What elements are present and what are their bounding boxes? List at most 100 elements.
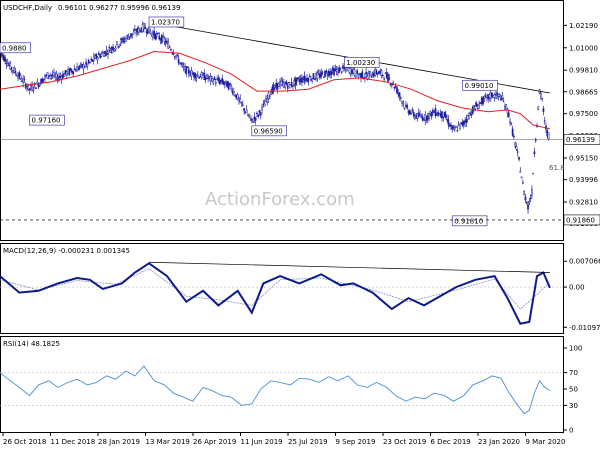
- current-price-box: [563, 134, 600, 145]
- macd-panel-frame: [0, 243, 564, 334]
- candle-body: [252, 121, 254, 123]
- candle-body: [267, 92, 270, 99]
- candle-body: [208, 76, 211, 78]
- candle-body: [161, 35, 163, 43]
- candle-body: [384, 72, 387, 74]
- candle-body: [388, 77, 391, 80]
- candle-body: [153, 30, 156, 37]
- candle-body: [222, 81, 225, 85]
- macd-tick-label: 0.007066: [569, 258, 600, 266]
- candle-body: [194, 73, 197, 79]
- candle-body: [443, 111, 446, 118]
- rsi-tick-label: 50: [569, 386, 578, 394]
- candle-body: [71, 70, 73, 73]
- candle-body: [244, 111, 247, 113]
- candle-body: [531, 189, 533, 197]
- candle-body: [301, 77, 303, 83]
- candle-body: [509, 121, 511, 124]
- candle-body: [361, 71, 364, 78]
- candle-body: [114, 47, 117, 50]
- candle-body: [4, 57, 6, 62]
- candle-body: [524, 196, 527, 201]
- price-tick-label: 0.97500: [569, 110, 598, 118]
- candle-body: [91, 59, 94, 62]
- candle-body: [281, 81, 284, 83]
- price-tick-label: 0.98665: [569, 88, 598, 96]
- candle-body: [390, 83, 393, 86]
- candle-body: [190, 70, 193, 77]
- candle-body: [149, 31, 152, 35]
- candle-body: [5, 63, 8, 65]
- candle-body: [64, 69, 67, 74]
- candle-body: [461, 121, 464, 126]
- candle-body: [100, 53, 103, 57]
- price-tick-label: 0.93996: [569, 176, 598, 184]
- candle-body: [179, 62, 181, 65]
- candle-body: [168, 46, 171, 48]
- candle-body: [438, 113, 441, 116]
- candle-body: [410, 112, 412, 115]
- candle-body: [126, 35, 129, 37]
- candle-body: [518, 157, 520, 160]
- candle-body: [176, 54, 179, 56]
- price-label-box: [451, 215, 488, 227]
- candle-body: [67, 68, 69, 74]
- support-label: 0.91860: [566, 216, 595, 224]
- candle-body: [489, 92, 492, 99]
- candle-body: [446, 119, 448, 121]
- candle-body: [198, 76, 200, 79]
- candle-body: [276, 82, 279, 90]
- x-tick-label: 26 Oct 2018: [3, 438, 46, 446]
- macd-y-axis: 0.007066 0.00 -0.010975: [563, 258, 600, 332]
- candle-body: [295, 77, 298, 82]
- candle-body: [44, 75, 46, 79]
- candle-body: [505, 104, 508, 111]
- candle-body: [15, 75, 18, 77]
- candle-body: [212, 80, 215, 84]
- candle-body: [398, 92, 401, 97]
- candle-body: [432, 109, 434, 113]
- candle-body: [397, 92, 400, 94]
- candle-body: [338, 68, 341, 73]
- candle-body: [225, 80, 227, 83]
- candle-body: [98, 53, 100, 56]
- candle-body: [324, 70, 326, 77]
- candle-body: [473, 106, 475, 110]
- price-label-box: [0, 42, 31, 54]
- candle-body: [396, 87, 398, 93]
- macd-tick-label: -0.010975: [569, 324, 600, 332]
- candle-body: [182, 66, 185, 69]
- candle-body: [148, 26, 150, 33]
- macd-signal-line: [0, 268, 551, 310]
- candle-body: [211, 76, 213, 79]
- candle-body: [177, 58, 180, 63]
- price-label-text: 1.00230: [346, 59, 375, 67]
- candle-body: [271, 86, 274, 94]
- candle-body: [383, 78, 385, 80]
- candle-body: [65, 71, 68, 76]
- candle-body: [167, 42, 170, 49]
- candle-body: [306, 78, 308, 82]
- candle-body: [230, 86, 233, 90]
- candle-body: [514, 142, 517, 147]
- candle-body: [317, 73, 320, 75]
- candle-body: [439, 112, 442, 117]
- candle-body: [482, 97, 484, 105]
- candle-body: [262, 103, 265, 105]
- price-y-axis: 1.021901.010000.998100.986650.975000.963…: [0, 22, 600, 228]
- symbol-label: USDCHF,Daily: [3, 4, 52, 12]
- candle-body: [89, 61, 91, 63]
- candle-body: [459, 123, 461, 129]
- candle-body: [240, 102, 243, 104]
- candle-body: [130, 33, 132, 37]
- candle-body: [266, 98, 269, 103]
- candle-body: [328, 70, 330, 77]
- rsi-tick-label: 70: [569, 369, 578, 377]
- candle-body: [389, 83, 392, 85]
- x-tick-label: 23 Jan 2020: [478, 438, 520, 446]
- candle-body: [8, 64, 10, 66]
- candle-body: [450, 124, 452, 127]
- candle-body: [19, 74, 22, 79]
- candle-body: [236, 94, 239, 100]
- candle-body: [29, 85, 32, 89]
